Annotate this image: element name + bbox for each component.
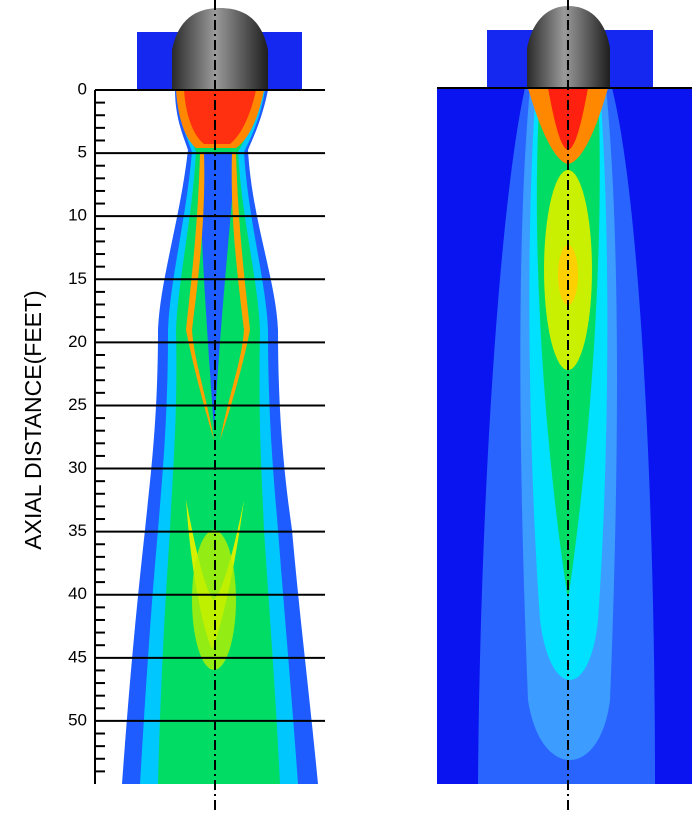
plume-green <box>158 90 280 784</box>
y-tick-label: 25 <box>68 395 87 414</box>
y-tick-label: 15 <box>68 269 87 288</box>
y-tick-label: 45 <box>68 647 87 666</box>
y-axis-label: AXIAL DISTANCE(FEET) <box>20 290 46 549</box>
y-tick-label: 20 <box>68 332 87 351</box>
y-tick-label: 10 <box>68 206 87 225</box>
plume-hot <box>184 90 256 144</box>
y-tick-label: 5 <box>78 143 87 162</box>
nozzle <box>172 8 268 90</box>
y-tick-label: 40 <box>68 584 87 603</box>
plume-hot <box>548 88 588 150</box>
y-tick-label: 50 <box>68 710 87 729</box>
y-tick-label: 0 <box>78 79 87 98</box>
plume-streak <box>220 152 250 440</box>
plume-streak <box>186 152 214 440</box>
plume-core <box>200 152 236 430</box>
y-tick-label: 35 <box>68 521 87 540</box>
left-plume <box>122 8 318 784</box>
y-tick-label: 30 <box>68 458 87 477</box>
right-plume <box>437 6 692 784</box>
